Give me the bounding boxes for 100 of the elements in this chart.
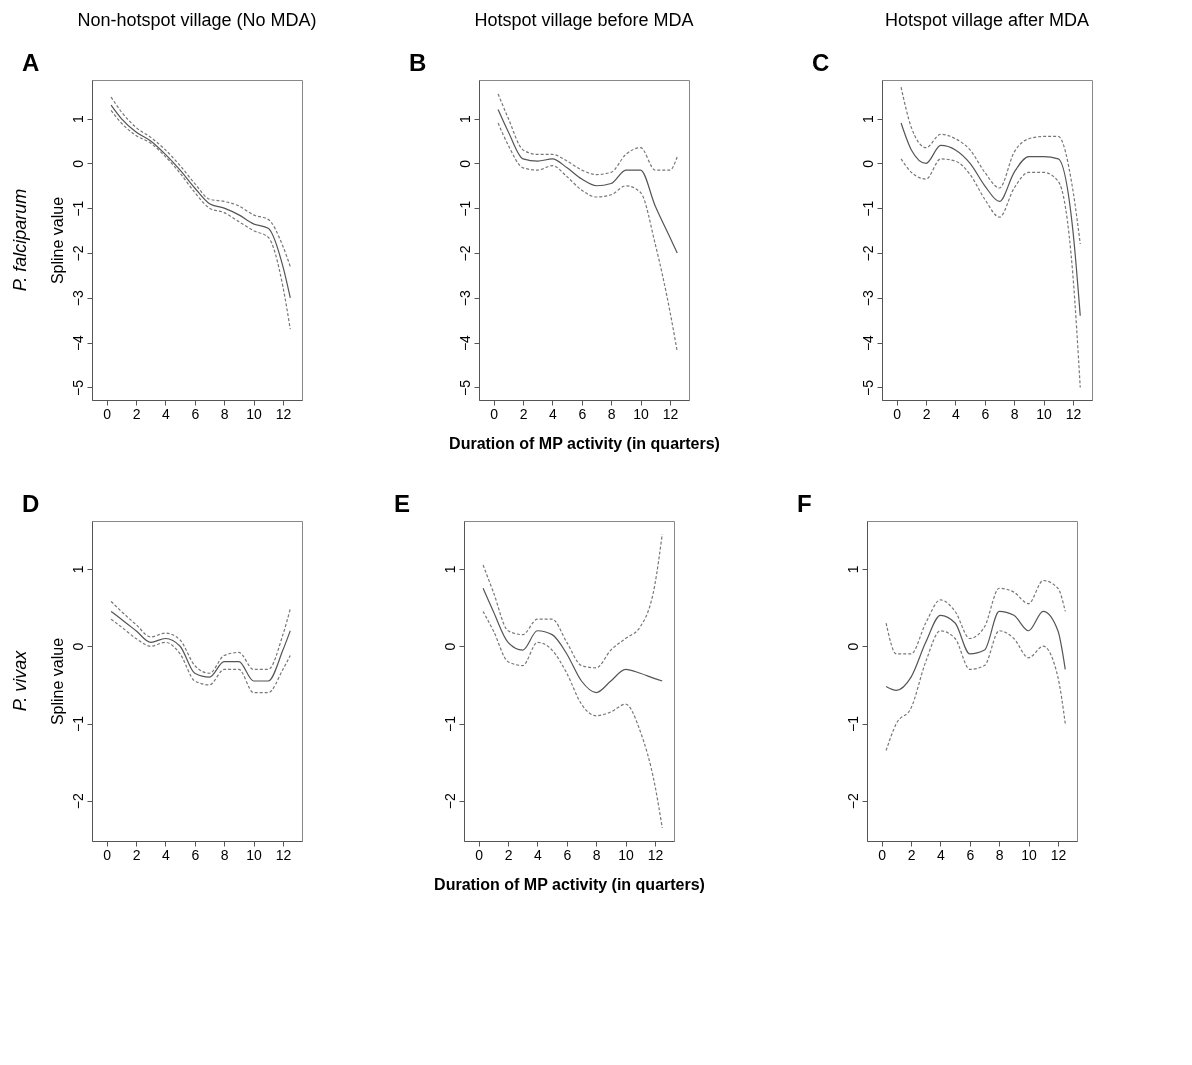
line-series [110,610,291,682]
text: P. falciparum [10,188,30,292]
y-tick-label: −4 [456,334,473,352]
line-series [110,104,291,299]
x-tick-label: 4 [937,846,946,863]
x-tick-label: 2 [504,846,513,863]
x-tick-label: 10 [1036,405,1053,422]
y-tick-label: 1 [859,114,876,123]
y-tick-label: −1 [456,200,473,217]
x-tick-label: 12 [275,405,292,422]
x-tick-label: 8 [592,846,601,863]
y-tick-label: −2 [456,245,473,262]
line-series [900,122,1081,317]
y-tick-label: −2 [844,793,861,810]
chart-title: Hotspot village before MDA [474,10,694,30]
y-tick-label: 1 [69,114,86,123]
y-tick-label: −5 [859,379,876,396]
chart-title: Non-hotspot village (No MDA) [77,10,317,30]
line-series [885,579,1066,655]
x-tick-label: 6 [981,405,990,422]
x-tick-label: 6 [563,846,572,863]
y-tick-label: 1 [844,565,861,574]
x-tick-label: 10 [633,405,650,422]
x-tick-label: 6 [966,846,975,863]
y-axis-title: Spline value [48,637,66,726]
line-series [110,109,291,330]
x-tick-label: 8 [1010,405,1019,422]
x-tick-label: 6 [191,405,200,422]
line-series [497,122,678,353]
y-tick-label: −4 [69,334,86,352]
y-tick-label: 1 [441,565,458,574]
x-tick-label: 2 [922,405,931,422]
x-tick-label: 0 [475,846,484,863]
text: B [409,49,427,76]
x-tick-label: 0 [893,405,902,422]
y-tick-label: −5 [456,379,473,396]
y-tick-label: 0 [859,159,876,168]
chart-title: Hotspot village after MDA [884,10,1090,30]
y-tick-label: −1 [859,200,876,217]
x-tick-label: 8 [995,846,1004,863]
x-tick-label: 2 [907,846,916,863]
y-tick-label: 0 [844,642,861,651]
line-series [885,630,1066,752]
y-tick-label: −1 [441,715,458,732]
y-tick-label: −3 [69,290,86,307]
x-tick-label: 12 [662,405,679,422]
text: C [812,49,830,76]
y-tick-label: −1 [69,715,86,732]
y-tick-label: −2 [441,793,458,810]
line-series [482,533,663,669]
x-tick-label: 10 [246,405,263,422]
x-tick-label: 4 [952,405,961,422]
y-tick-label: −2 [69,793,86,810]
y-tick-label: −4 [859,334,876,352]
text: D [22,490,40,517]
x-tick-label: 0 [103,405,112,422]
y-tick-label: 0 [456,159,473,168]
x-axis-title: Duration of MP activity (in quarters) [434,875,705,893]
text: E [394,490,411,517]
y-axis-title: Spline value [48,196,66,285]
line-series [497,93,678,176]
y-tick-label: −1 [69,200,86,217]
text: F [797,490,812,517]
y-tick-label: −2 [859,245,876,262]
x-tick-label: 4 [534,846,543,863]
x-tick-label: 6 [191,846,200,863]
text: A [22,49,40,76]
x-tick-label: 8 [607,405,616,422]
x-tick-label: 6 [578,405,587,422]
y-tick-label: −5 [69,379,86,396]
x-axis-title: Duration of MP activity (in quarters) [449,434,720,452]
line-series [497,108,678,254]
x-tick-label: 4 [549,405,558,422]
x-tick-label: 2 [519,405,528,422]
x-tick-label: 2 [132,405,141,422]
y-tick-label: −2 [69,245,86,262]
y-tick-label: 0 [69,159,86,168]
text: P. vivax [10,649,30,712]
y-tick-label: 1 [456,114,473,123]
x-tick-label: 4 [162,846,171,863]
y-tick-label: −3 [456,290,473,307]
x-tick-label: 12 [275,846,292,863]
y-tick-label: 1 [69,565,86,574]
y-tick-label: −1 [844,715,861,732]
x-tick-label: 8 [220,405,229,422]
x-tick-label: 0 [490,405,499,422]
x-tick-label: 8 [220,846,229,863]
line-series [110,96,291,268]
x-tick-label: 10 [246,846,263,863]
x-tick-label: 2 [132,846,141,863]
line-series [482,587,663,694]
y-tick-label: 0 [69,642,86,651]
x-tick-label: 0 [878,846,887,863]
line-series [482,610,663,829]
y-tick-label: −3 [859,290,876,307]
x-tick-label: 10 [618,846,635,863]
line-series [900,86,1081,245]
x-tick-label: 0 [103,846,112,863]
line-series [885,610,1066,691]
line-series [110,618,291,694]
